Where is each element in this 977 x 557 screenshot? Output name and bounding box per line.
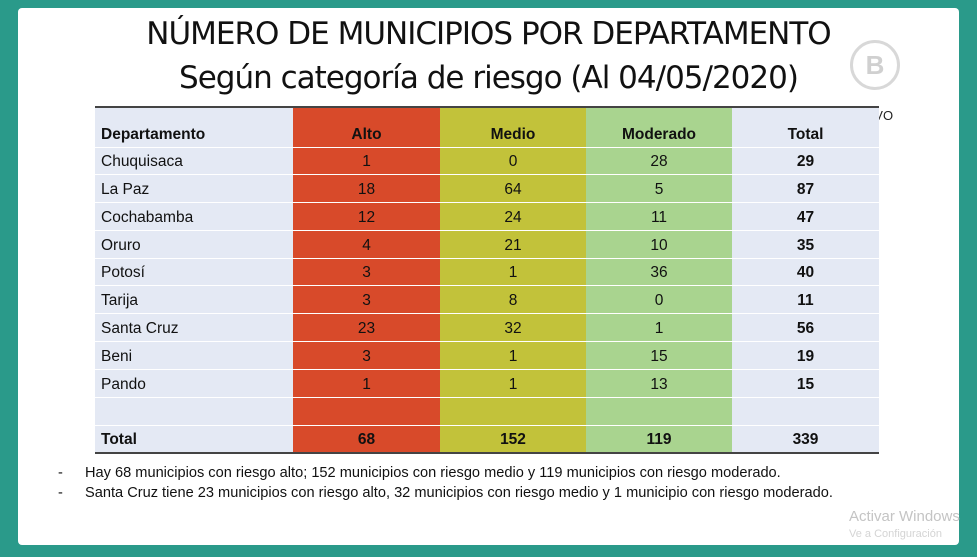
cell-moderado: 10 [586,230,732,259]
note-bullet: - [58,465,63,481]
cell-alto: 4 [293,230,440,259]
cell-moderado: 13 [586,369,732,398]
cell-total: 19 [732,341,879,370]
cell-medio: 32 [440,313,586,343]
cell-departamento: Beni [95,341,293,370]
cell-departamento: Santa Cruz [95,313,293,343]
note-bullet: - [58,485,63,501]
slide-title: NÚMERO DE MUNICIPIOS POR DEPARTAMENTO [146,16,831,52]
cell-alto: 12 [293,202,440,231]
activation-watermark: Activar Windows [849,508,960,525]
header-moderado: Moderado [586,106,732,148]
header-medio: Medio [440,106,586,148]
spacer-cell [586,397,732,426]
cell-moderado: 5 [586,174,732,204]
table-row: Pando 1 1 13 15 [95,369,879,398]
cell-total: 15 [732,369,879,398]
cell-departamento: Chuquisaca [95,147,293,176]
table-row: Potosí 3 1 36 40 [95,258,879,287]
cell-moderado: 11 [586,202,732,231]
cell-alto: 1 [293,369,440,398]
header-total: Total [732,106,879,148]
header-alto: Alto [293,106,440,148]
slide-subtitle: Según categoría de riesgo (Al 04/05/2020… [179,60,799,96]
note-text: Santa Cruz tiene 23 municipios con riesg… [85,485,833,501]
channel-logo-icon: B [850,40,900,90]
cell-alto: 3 [293,285,440,315]
cell-medio: 1 [440,258,586,287]
cell-departamento: La Paz [95,174,293,204]
notes-list: - Hay 68 municipios con riesgo alto; 152… [58,464,958,504]
total-label: Total [95,425,293,455]
note-item: - Hay 68 municipios con riesgo alto; 152… [58,464,958,482]
cell-departamento: Oruro [95,230,293,259]
total-moderado: 119 [586,425,732,455]
cell-total: 11 [732,285,879,315]
cell-medio: 64 [440,174,586,204]
header-departamento: Departamento [95,106,293,148]
cell-moderado: 0 [586,285,732,315]
cell-departamento: Potosí [95,258,293,287]
table-row: Chuquisaca 1 0 28 29 [95,147,879,176]
cell-medio: 1 [440,369,586,398]
table-header-row: Departamento Alto Medio Moderado Total [95,106,879,148]
municipios-table: Departamento Alto Medio Moderado Total C… [95,106,879,455]
cell-medio: 8 [440,285,586,315]
spacer-cell [440,397,586,426]
cell-total: 29 [732,147,879,176]
spacer-cell [293,397,440,426]
table-row: Beni 3 1 15 19 [95,341,879,370]
cell-moderado: 1 [586,313,732,343]
cell-medio: 24 [440,202,586,231]
slide: NÚMERO DE MUNICIPIOS POR DEPARTAMENTO Se… [18,8,959,545]
total-alto: 68 [293,425,440,455]
table-row: Cochabamba 12 24 11 47 [95,202,879,231]
table-row: Tarija 3 8 0 11 [95,285,879,315]
cell-departamento: Cochabamba [95,202,293,231]
spacer-cell [95,397,293,426]
spacer-cell [732,397,879,426]
cell-total: 47 [732,202,879,231]
cell-total: 40 [732,258,879,287]
cell-total: 56 [732,313,879,343]
cell-medio: 1 [440,341,586,370]
cell-moderado: 28 [586,147,732,176]
activation-watermark-sub: Ve a Configuración [849,528,942,540]
cell-moderado: 15 [586,341,732,370]
cell-alto: 23 [293,313,440,343]
table-spacer-row [95,397,879,426]
note-text: Hay 68 municipios con riesgo alto; 152 m… [85,465,781,481]
cell-total: 87 [732,174,879,204]
table-row: Oruro 4 21 10 35 [95,230,879,259]
table-total-row: Total 68 152 119 339 [95,425,879,455]
cell-alto: 18 [293,174,440,204]
note-item: - Santa Cruz tiene 23 municipios con rie… [58,484,958,502]
total-medio: 152 [440,425,586,455]
cell-alto: 3 [293,258,440,287]
cell-alto: 1 [293,147,440,176]
cell-moderado: 36 [586,258,732,287]
cell-total: 35 [732,230,879,259]
cell-alto: 3 [293,341,440,370]
table-row: La Paz 18 64 5 87 [95,174,879,204]
cell-departamento: Pando [95,369,293,398]
total-total: 339 [732,425,879,455]
table-row: Santa Cruz 23 32 1 56 [95,313,879,343]
cell-medio: 21 [440,230,586,259]
cell-medio: 0 [440,147,586,176]
cell-departamento: Tarija [95,285,293,315]
